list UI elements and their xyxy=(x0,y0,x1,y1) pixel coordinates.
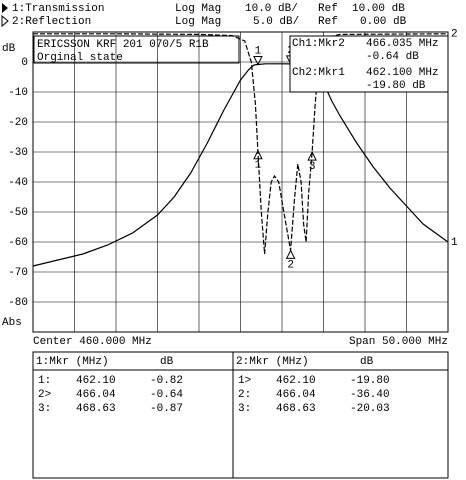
table-cell: 468.63 xyxy=(76,403,116,415)
y-tick-label: -60 xyxy=(8,237,28,249)
readout-freq: 466.035 MHz xyxy=(366,38,439,50)
header-format: Log Mag xyxy=(175,3,221,15)
table-cell: 462.10 xyxy=(76,375,116,387)
marker-label: 2 xyxy=(287,259,294,271)
table-cell: 3: xyxy=(38,403,51,415)
readout-value: -0.64 dB xyxy=(366,51,419,63)
annotation-box xyxy=(33,35,240,64)
y-tick-label: -30 xyxy=(8,147,28,159)
table-cell: -0.87 xyxy=(150,403,183,415)
marker xyxy=(253,149,263,160)
marker xyxy=(253,55,263,66)
y-tick-label: -20 xyxy=(8,117,28,129)
header-trace: 2:Reflection xyxy=(12,16,91,28)
readout-box xyxy=(289,35,449,93)
table-cell: 1: xyxy=(38,375,51,387)
table-head: 1:Mkr (MHz) xyxy=(36,356,109,368)
table-cell: 466.04 xyxy=(76,389,116,401)
y-tick-label: -40 xyxy=(8,177,28,189)
trace-icon xyxy=(1,14,9,28)
readout-label: Ch2:Mkr1 xyxy=(292,67,345,79)
table-frame xyxy=(32,351,449,479)
marker xyxy=(285,249,296,259)
readout-value: -19.80 dB xyxy=(366,80,426,92)
trace-line xyxy=(32,63,449,267)
table-cell: -19.80 xyxy=(350,375,390,387)
y-axis-footer: Abs xyxy=(2,317,22,329)
table-cell: 2: xyxy=(238,389,251,401)
table-head: 2:Mkr (MHz) xyxy=(236,356,309,368)
marker-label: 3 xyxy=(309,161,316,173)
marker-label: 1 xyxy=(255,45,262,57)
marker-label: 1 xyxy=(255,160,262,172)
header-ref: Ref xyxy=(318,3,338,15)
annotation-text: ERICSSON KRF 201 070/5 R1B xyxy=(37,39,209,51)
header-format: Log Mag xyxy=(175,16,221,28)
y-tick-label: -70 xyxy=(8,267,28,279)
table-cell: 3: xyxy=(238,403,251,415)
header-scale: 5.0 dB/ xyxy=(253,16,299,28)
y-tick-label: -50 xyxy=(8,207,28,219)
table-cell: 462.10 xyxy=(276,375,316,387)
table-cell: -20.03 xyxy=(350,403,390,415)
header-ref-value: 10.00 dB xyxy=(352,3,405,15)
table-cell: -36.40 xyxy=(350,389,390,401)
readout-label: Ch1:Mkr2 xyxy=(292,38,345,50)
header-scale: 10.0 dB/ xyxy=(245,3,298,15)
table-head: dB xyxy=(360,356,374,368)
readout-freq: 462.100 MHz xyxy=(366,67,439,79)
y-axis-label: dB xyxy=(2,43,16,55)
header-trace: 1:Transmission xyxy=(12,3,104,15)
table-cell: -0.82 xyxy=(150,375,183,387)
trace-line xyxy=(33,33,449,255)
table-cell: 1> xyxy=(238,375,251,387)
marker xyxy=(307,151,317,161)
table-head: dB xyxy=(160,356,174,368)
header-ref: Ref xyxy=(318,16,338,28)
y-tick-label: 0 xyxy=(21,57,28,69)
table-cell: 2> xyxy=(38,389,51,401)
y-tick-label: -80 xyxy=(8,297,28,309)
center-label: Center 460.000 MHz xyxy=(33,336,152,348)
span-label: Span 50.000 MHz xyxy=(349,336,448,348)
trace-end-label: 1 xyxy=(451,237,458,249)
table-cell: 468.63 xyxy=(276,403,316,415)
annotation-text: Orginal state xyxy=(37,52,123,64)
y-tick-label: -10 xyxy=(8,87,28,99)
header-ref-value: 0.00 dB xyxy=(360,16,407,28)
table-cell: -0.64 xyxy=(150,389,183,401)
table-cell: 466.04 xyxy=(276,389,316,401)
active-trace-icon xyxy=(2,3,8,13)
trace-end-label: 2 xyxy=(451,29,458,41)
